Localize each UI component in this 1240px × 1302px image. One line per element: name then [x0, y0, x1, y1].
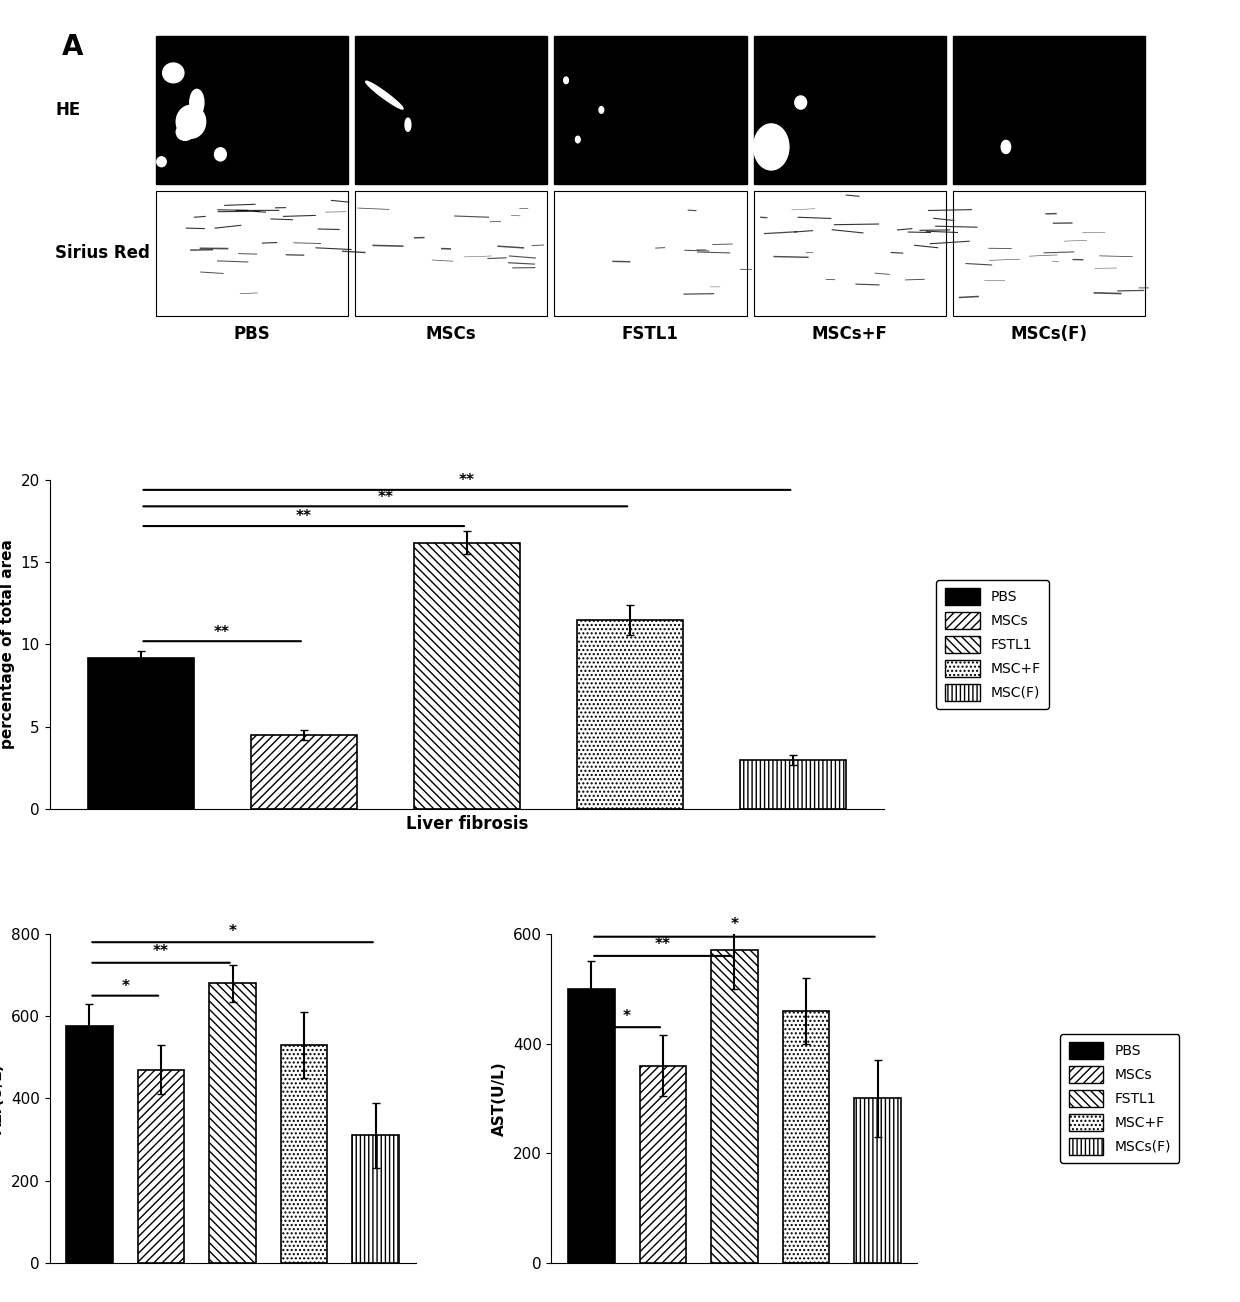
- Bar: [66, 1026, 113, 1263]
- Bar: [352, 1135, 399, 1263]
- Y-axis label: percentage of total area: percentage of total area: [0, 539, 15, 750]
- Text: **: **: [295, 509, 311, 525]
- Bar: [88, 658, 193, 809]
- Text: MSCs: MSCs: [425, 326, 476, 344]
- Bar: [554, 36, 746, 184]
- Bar: [138, 1070, 185, 1263]
- Legend: PBS, MSCs, FSTL1, MSC+F, MSCs(F): PBS, MSCs, FSTL1, MSC+F, MSCs(F): [1060, 1034, 1179, 1163]
- Text: **: **: [215, 625, 231, 639]
- Text: **: **: [459, 473, 475, 488]
- Text: HE: HE: [56, 102, 81, 118]
- Bar: [577, 620, 683, 809]
- Text: PBS: PBS: [233, 326, 270, 344]
- Bar: [754, 190, 946, 315]
- Ellipse shape: [795, 96, 806, 109]
- X-axis label: Liver fibrosis: Liver fibrosis: [405, 815, 528, 832]
- Ellipse shape: [162, 62, 184, 83]
- Bar: [281, 1046, 327, 1263]
- Ellipse shape: [1001, 141, 1011, 154]
- Bar: [952, 36, 1146, 184]
- Text: FSTL1: FSTL1: [622, 326, 678, 344]
- Ellipse shape: [599, 107, 604, 113]
- Bar: [712, 950, 758, 1263]
- Bar: [568, 988, 615, 1263]
- Bar: [355, 36, 547, 184]
- Bar: [640, 1065, 686, 1263]
- Text: *: *: [228, 924, 237, 939]
- Bar: [754, 36, 946, 184]
- Ellipse shape: [176, 105, 206, 138]
- Text: *: *: [624, 1009, 631, 1025]
- Ellipse shape: [366, 81, 403, 109]
- Bar: [156, 190, 348, 315]
- Ellipse shape: [176, 124, 193, 141]
- Ellipse shape: [564, 77, 568, 83]
- Text: **: **: [153, 944, 169, 960]
- Text: **: **: [655, 936, 671, 952]
- Bar: [250, 734, 357, 809]
- Bar: [210, 983, 255, 1263]
- Ellipse shape: [575, 137, 580, 143]
- Text: *: *: [122, 979, 129, 993]
- Text: MSCs(F): MSCs(F): [1011, 326, 1087, 344]
- Ellipse shape: [405, 118, 410, 132]
- Text: MSCs+F: MSCs+F: [812, 326, 888, 344]
- Legend: PBS, MSCs, FSTL1, MSC+F, MSC(F): PBS, MSCs, FSTL1, MSC+F, MSC(F): [936, 579, 1049, 710]
- Bar: [854, 1099, 900, 1263]
- Bar: [554, 190, 746, 315]
- Y-axis label: ALT(U/L): ALT(U/L): [0, 1064, 5, 1134]
- Text: Sirius Red: Sirius Red: [56, 243, 150, 262]
- Text: *: *: [730, 918, 739, 932]
- Text: **: **: [377, 490, 393, 505]
- Ellipse shape: [190, 90, 203, 116]
- Bar: [782, 1010, 830, 1263]
- Y-axis label: AST(U/L): AST(U/L): [492, 1061, 507, 1135]
- Bar: [952, 190, 1146, 315]
- Ellipse shape: [215, 147, 226, 161]
- Text: A: A: [62, 33, 83, 61]
- Bar: [355, 190, 547, 315]
- Bar: [414, 543, 520, 809]
- Bar: [740, 759, 846, 809]
- Ellipse shape: [754, 124, 789, 171]
- Bar: [156, 36, 348, 184]
- Ellipse shape: [156, 156, 166, 167]
